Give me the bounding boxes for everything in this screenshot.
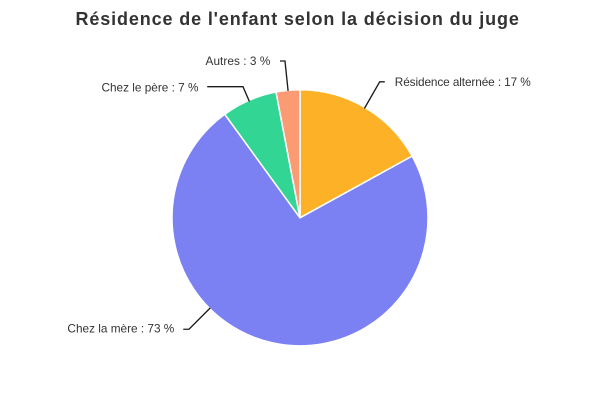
svg-text:Résidence alternée : 17 %: Résidence alternée : 17 % bbox=[395, 75, 531, 89]
svg-text:Autres : 3 %: Autres : 3 % bbox=[206, 54, 271, 68]
svg-text:Chez la mère : 73 %: Chez la mère : 73 % bbox=[67, 322, 174, 336]
svg-text:Résidence de l'enfant selon la: Résidence de l'enfant selon la décision … bbox=[75, 9, 519, 29]
svg-text:Chez le père : 7 %: Chez le père : 7 % bbox=[101, 81, 199, 95]
